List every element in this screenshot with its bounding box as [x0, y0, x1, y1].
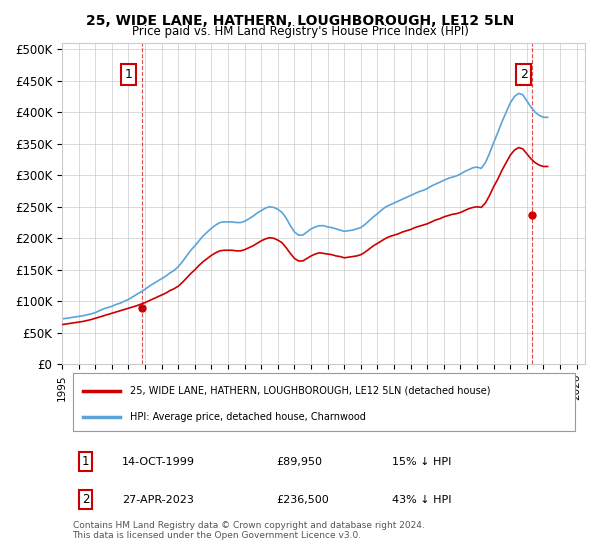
- Text: 2: 2: [82, 493, 89, 506]
- Text: Contains HM Land Registry data © Crown copyright and database right 2024.
This d: Contains HM Land Registry data © Crown c…: [73, 521, 424, 540]
- Text: £89,950: £89,950: [277, 457, 322, 467]
- FancyBboxPatch shape: [73, 374, 575, 431]
- Text: 25, WIDE LANE, HATHERN, LOUGHBOROUGH, LE12 5LN: 25, WIDE LANE, HATHERN, LOUGHBOROUGH, LE…: [86, 14, 514, 28]
- Text: 43% ↓ HPI: 43% ↓ HPI: [392, 495, 451, 505]
- Text: 27-APR-2023: 27-APR-2023: [122, 495, 194, 505]
- Text: 2: 2: [520, 68, 527, 81]
- Text: 1: 1: [82, 455, 89, 468]
- Text: 15% ↓ HPI: 15% ↓ HPI: [392, 457, 451, 467]
- Text: HPI: Average price, detached house, Charnwood: HPI: Average price, detached house, Char…: [130, 412, 366, 422]
- Text: £236,500: £236,500: [277, 495, 329, 505]
- Text: 1: 1: [125, 68, 133, 81]
- Text: 25, WIDE LANE, HATHERN, LOUGHBOROUGH, LE12 5LN (detached house): 25, WIDE LANE, HATHERN, LOUGHBOROUGH, LE…: [130, 386, 491, 396]
- Text: Price paid vs. HM Land Registry's House Price Index (HPI): Price paid vs. HM Land Registry's House …: [131, 25, 469, 38]
- Text: 14-OCT-1999: 14-OCT-1999: [122, 457, 195, 467]
